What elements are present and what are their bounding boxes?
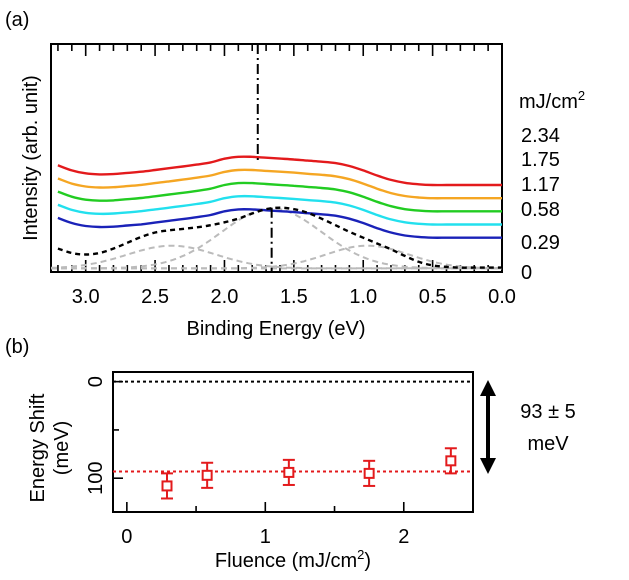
panel-b-label: (b) [5, 336, 29, 358]
panel-b-xlabel-end: ) [364, 550, 371, 572]
x-tick-label: 1.5 [280, 286, 308, 308]
x-tick-label: 2.0 [211, 286, 239, 308]
series-line-1.17 [57, 181, 502, 213]
panel-b-data-points [161, 447, 457, 500]
legend-value-2.34: 2.34 [521, 125, 560, 147]
data-point [201, 469, 213, 481]
panel-a-label: (a) [5, 9, 29, 31]
legend-value-0.58: 0.58 [521, 199, 560, 221]
series-line-0.58 [57, 194, 502, 226]
x-tick-label: 0.0 [488, 286, 516, 308]
panel-b-xlabel-sup: 2 [357, 547, 364, 562]
shift-annotation-unit: meV [527, 433, 569, 455]
panel-a-series [57, 155, 502, 269]
panel-a-legend-unit: mJ/cm2 [519, 88, 585, 113]
panel-b-plot-frame [112, 371, 474, 513]
legend-value-1.17: 1.17 [521, 174, 560, 196]
x-tick-label: 2 [398, 526, 409, 548]
legend-value-0: 0 [521, 262, 532, 284]
data-point [283, 466, 295, 478]
legend-value-1.75: 1.75 [521, 149, 560, 171]
legend-unit-sup: 2 [578, 88, 585, 103]
panel-b-reference-lines [113, 380, 473, 473]
panel-b-tick-labels: 0 1 2 0 100 [85, 376, 409, 548]
x-tick-label: 1 [260, 526, 271, 548]
series-line-2.34 [57, 155, 502, 187]
y-tick-label: 100 [85, 462, 107, 495]
legend-unit-text: mJ/cm [519, 91, 578, 113]
x-tick-label: 3.0 [72, 286, 100, 308]
panel-b-ticks [113, 380, 474, 512]
x-tick-label: 0 [121, 526, 132, 548]
panel-b-xlabel: Fluence (mJ/cm2) [215, 547, 371, 572]
legend-value-0.29: 0.29 [521, 232, 560, 254]
series-line-0.29 [57, 208, 502, 239]
panel-a-fit-components [50, 207, 502, 270]
x-tick-label: 0.5 [419, 286, 447, 308]
panel-b-xlabel-text: Fluence (mJ/cm [215, 550, 357, 572]
panel-a-xlabel: Binding Energy (eV) [187, 318, 366, 340]
panel-a-ylabel: Intensity (arb. unit) [20, 75, 42, 241]
x-tick-label: 2.5 [141, 286, 169, 308]
data-point [445, 455, 457, 467]
x-tick-label: 1.0 [349, 286, 377, 308]
data-point [363, 467, 375, 479]
panel-a: 3.0 2.5 2.0 1.5 1.0 0.5 0.0 Binding Energy (eV… [20, 43, 585, 340]
data-point [161, 480, 173, 492]
panel-a-plot-frame [50, 43, 503, 273]
panel-b-ylabel-line1: Energy Shift [27, 393, 49, 502]
panel-a-x-tick-labels: 3.0 2.5 2.0 1.5 1.0 0.5 0.0 [72, 286, 516, 308]
panel-b-ylabel-line2: (meV) [51, 421, 73, 475]
y-tick-label: 0 [85, 376, 107, 387]
series-line-1.75 [57, 168, 502, 200]
panel-b-ylabel: Energy Shift (meV) [27, 393, 73, 502]
shift-annotation-value: 93 ± 5 [520, 401, 575, 423]
panel-a-legend: 2.341.75 1.17 0.58 0.29 0 [521, 125, 560, 284]
series-line-0 [57, 206, 502, 269]
